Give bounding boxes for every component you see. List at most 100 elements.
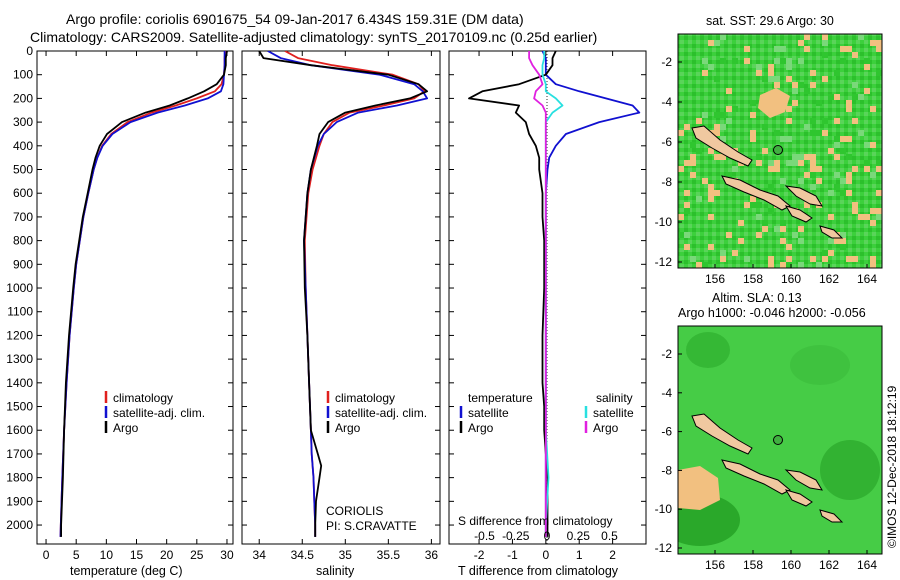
sst-map-cell (768, 184, 774, 190)
sst-map-cell (702, 70, 708, 76)
series-line-temperature-argo (468, 51, 557, 537)
sst-map-cell (720, 58, 726, 64)
sst-map-cell (708, 40, 714, 46)
sst-map-cell (864, 214, 870, 220)
sst-map-cell (828, 190, 834, 196)
sst-map-cell (798, 58, 804, 64)
sst-map-cell (768, 166, 774, 172)
sst-map-cell (786, 136, 792, 142)
sst-map-cell (804, 202, 810, 208)
s-difference-label: S difference from climatology (458, 514, 613, 528)
salinity-axes-frame (241, 50, 441, 545)
sst-map-cell (768, 70, 774, 76)
sst-map-cell (876, 46, 882, 52)
depth-tick-label: 800 (13, 234, 33, 248)
legend-label-argo: Argo (113, 421, 139, 435)
sst-map-cell (846, 100, 852, 106)
map-x-tick-label: 160 (781, 558, 801, 572)
sst-map-cell (870, 172, 876, 178)
sst-map-cell (810, 130, 816, 136)
sst-map-cell (834, 142, 840, 148)
sla-eddy-4 (820, 440, 880, 500)
s-tick-label: -0.5 (474, 529, 495, 543)
sst-map-cell (822, 130, 828, 136)
sst-map-cell (834, 94, 840, 100)
sst-map-cell (840, 136, 846, 142)
sst-map-cell (870, 208, 876, 214)
chart-title-line1: Argo profile: coriolis 6901675_54 09-Jan… (66, 11, 524, 27)
x-tick-label: 10 (100, 548, 114, 562)
sst-map-cell (774, 58, 780, 64)
x-tick-label: 30 (220, 548, 234, 562)
sst-map-cell (846, 136, 852, 142)
sst-map-cell (780, 178, 786, 184)
difference-lines (468, 51, 641, 537)
sst-map-cell (864, 58, 870, 64)
sst-map-cell (810, 184, 816, 190)
sst-map-cell (870, 220, 876, 226)
sst-map-cell (828, 148, 834, 154)
sla-argo-marker (773, 435, 783, 445)
sst-map-cell (768, 76, 774, 82)
sst-map-cell (804, 154, 810, 160)
map-x-tick-label: 164 (857, 558, 877, 572)
x-tick-label: -1 (507, 548, 518, 562)
legend-label-climatology: climatology (335, 391, 395, 405)
sst-map-cell (846, 154, 852, 160)
sst-map-cell (678, 130, 684, 136)
sst-map-cell (684, 202, 690, 208)
sst-map-cell (786, 118, 792, 124)
sst-map-cell (732, 250, 738, 256)
difference-xlabel: T difference from climatology (458, 564, 619, 578)
sst-map-cell (774, 166, 780, 172)
sst-map-cell (816, 178, 822, 184)
sst-map-cell (840, 232, 846, 238)
s-tick-label: 0.5 (601, 529, 618, 543)
sst-map-cell (780, 136, 786, 142)
sst-map-cell (858, 214, 864, 220)
depth-tick-label: 1100 (7, 305, 33, 319)
salinity-lines (258, 51, 429, 537)
legend-label-s-satellite: satellite (593, 406, 634, 420)
sst-map-cell (690, 172, 696, 178)
sst-map-cell (810, 154, 816, 160)
sst-map-cell (864, 160, 870, 166)
sst-map-cell (822, 40, 828, 46)
sst-map-cell (738, 220, 744, 226)
sst-map-cell (720, 256, 726, 262)
sst-map-cell (750, 202, 756, 208)
sst-map-cell (876, 70, 882, 76)
sst-map-cell (678, 232, 684, 238)
sst-map-cell (720, 112, 726, 118)
coriolis-label: CORIOLIS (326, 504, 383, 518)
sst-map-cell (786, 244, 792, 250)
s-difference-ticks: -0.5 -0.25 0 0.25 0.5 (474, 529, 618, 543)
sst-argo-marker (773, 145, 783, 155)
x-tick-label: 25 (190, 548, 204, 562)
sst-map-cell (684, 244, 690, 250)
sst-map-cell (768, 256, 774, 262)
x-tick-label: 34 (253, 548, 267, 562)
sst-map-cell (840, 148, 846, 154)
temperature-panel: 0100200300400500600700800900100011001200… (6, 44, 234, 578)
sst-map-cell (744, 58, 750, 64)
temperature-ticks: 0100200300400500600700800900100011001200… (6, 44, 234, 562)
map-x-tick-label: 156 (705, 558, 725, 572)
sla-map: Altim. SLA: 0.13 Argo h1000: -0.046 h200… (655, 291, 883, 572)
sst-map-cell (708, 64, 714, 70)
sst-map-cell (834, 184, 840, 190)
difference-legend: temperature salinity satellite Argo sate… (459, 391, 634, 435)
sst-map-cell (684, 160, 690, 166)
sst-map-cell (756, 64, 762, 70)
sst-map-cell (816, 100, 822, 106)
sst-map-cell (696, 148, 702, 154)
sst-map-cell (780, 238, 786, 244)
sst-map-cell (804, 34, 810, 40)
sst-map-cell (864, 142, 870, 148)
sst-map-cell (834, 70, 840, 76)
salinity-ticks: 34 34.5 35 35.5 36 (242, 50, 440, 562)
depth-tick-label: 0 (26, 44, 33, 58)
series-line-argo (60, 51, 228, 537)
map-x-tick-label: 162 (819, 272, 839, 286)
depth-tick-label: 2000 (6, 518, 33, 532)
